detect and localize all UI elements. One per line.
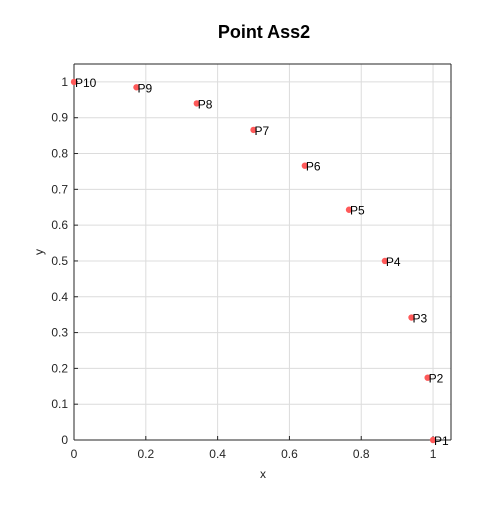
point-label-p8: P8 [198,97,213,111]
y-tick-label: 0 [61,433,68,447]
y-tick-label: 0.5 [51,254,68,268]
data-point-p5 [345,206,353,213]
point-label-p9: P9 [137,81,152,95]
x-tick-labels: 0 0.2 0.4 0.6 0.8 1 [71,447,437,461]
point-label-p1: P1 [434,434,449,448]
data-point-p7 [250,126,257,134]
data-point-p8 [193,100,200,107]
x-tick-label: 0.6 [281,447,298,461]
y-tick-label: 0.2 [51,361,68,375]
data-point-p9 [133,84,140,91]
point-label-p3: P3 [413,312,428,326]
point-label-p7: P7 [255,124,270,138]
point-label-p2: P2 [429,372,444,386]
x-tick-label: 0 [71,447,78,461]
x-tick-label: 0.4 [209,447,226,461]
data-point-p3 [408,314,415,321]
plot-area [74,64,451,440]
x-tick-label: 0.2 [137,447,154,461]
axes [73,63,452,441]
y-tick-label: 0.6 [51,218,68,232]
y-tick-label: 1 [61,75,68,89]
data-point-p10 [70,78,78,86]
point-label-p4: P4 [386,255,401,269]
point-label-p6: P6 [306,160,321,174]
x-axis-label: x [260,467,266,481]
y-tick-label: 0.1 [51,397,68,411]
x-tick-label: 0.8 [353,447,370,461]
data-point-p6 [301,162,309,169]
y-tick-label: 0.4 [51,290,68,304]
chart-title: Point Ass2 [218,22,310,42]
y-tick-label: 0.9 [51,111,68,125]
data-point-p1 [429,436,437,444]
point-labels: P1 P2 P3 P4 P5 P6 P7 P8 P9 P10 [75,76,449,448]
y-tick-label: 0.3 [51,326,68,340]
data-point-p2 [424,374,431,381]
x-tick-label: 1 [430,447,437,461]
y-tick-label: 0.7 [51,182,68,196]
point-label-p5: P5 [350,204,365,218]
data-point-p4 [381,257,389,265]
y-tick-labels: 0 0.1 0.2 0.3 0.4 0.5 0.6 0.7 0.8 0.9 1 [51,75,68,447]
y-tick-label: 0.8 [51,147,68,161]
grid-lines [73,64,451,441]
y-axis-label: y [32,249,46,255]
point-label-p10: P10 [75,76,97,90]
data-points [70,78,437,444]
